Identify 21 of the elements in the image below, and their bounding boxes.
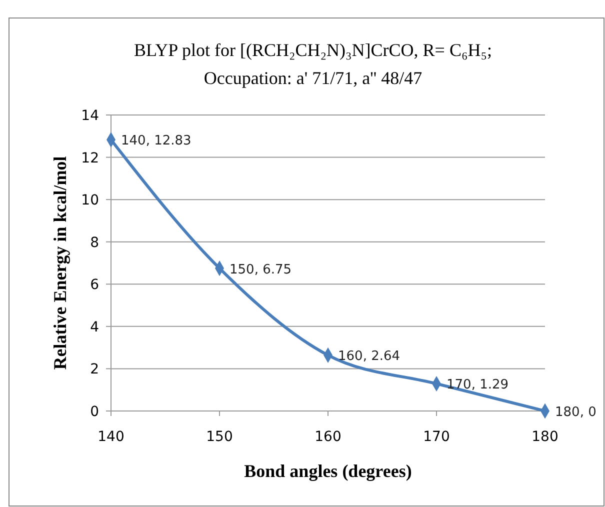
data-label: 160, 2.64 (338, 349, 400, 364)
y-tick-label: 8 (90, 234, 99, 251)
chart-title: BLYP plot for [(RCH₂CH₂N)₃N]CrCO, R= C₆H₅; Occupation: a' 71/71, a'' 48/47 (134, 40, 492, 88)
y-tick-label: 0 (90, 404, 99, 420)
y-tick-label: 12 (81, 150, 99, 166)
data-label: 180, 0 (555, 405, 596, 420)
data-label: 170, 1.29 (446, 378, 509, 393)
x-tick-label: 180 (532, 429, 558, 445)
y-tick-label: 10 (81, 192, 99, 209)
y-tick-label: 4 (90, 319, 100, 336)
y-tick-label: 14 (81, 108, 100, 124)
data-label: 140, 12.83 (121, 134, 192, 149)
data-label: 150, 6.75 (230, 262, 292, 278)
x-axis-title: Bond angles (degrees) (244, 461, 412, 481)
x-tick-label: 150 (206, 429, 233, 445)
y-tick-label: 2 (90, 362, 99, 378)
y-axis-title: Relative Energy in kcal/mol (50, 156, 70, 370)
y-tick-label: 6 (90, 277, 100, 294)
x-tick-label: 160 (314, 429, 342, 445)
x-tick-label: 140 (98, 429, 124, 445)
x-tick-label: 170 (423, 429, 450, 445)
